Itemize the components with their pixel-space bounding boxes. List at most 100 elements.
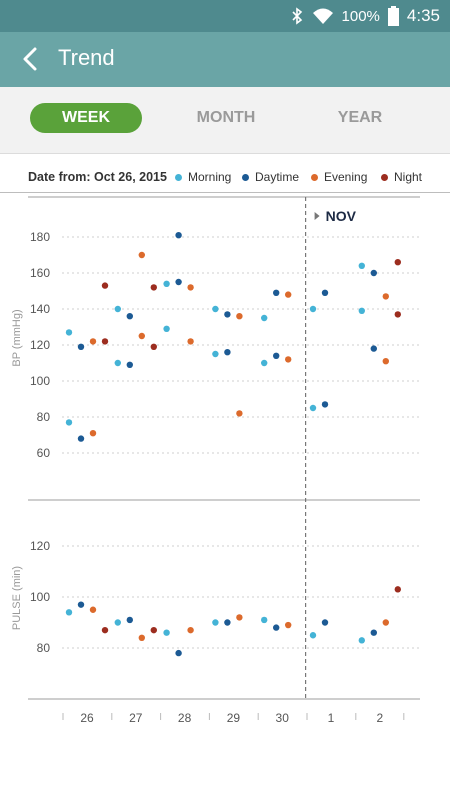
bp-point-morning: [309, 305, 317, 313]
bp-point-morning: [212, 350, 219, 358]
pulse-tick-label: 120: [30, 539, 50, 553]
pulse-point-night: [101, 626, 109, 634]
status-bar: 100% 4:35: [0, 0, 450, 32]
x-tick-label: 28: [178, 711, 192, 725]
bp-point-daytime: [321, 401, 329, 408]
bp-point-morning: [114, 305, 122, 313]
trend-chart[interactable]: 60 80 100 120 140 160 180 80 100 120 BP (mmHg) PULS…: [0, 193, 450, 743]
bp-point-morning: [163, 325, 170, 332]
bp-point-daytime: [321, 289, 329, 296]
bp-point-daytime: [175, 278, 182, 286]
pulse-tick-label: 100: [30, 590, 50, 604]
pulse-point-evening: [89, 606, 97, 613]
bp-point-evening: [89, 430, 97, 437]
x-tick-label: 27: [129, 711, 143, 725]
bp-tick-label: 100: [30, 374, 50, 388]
bp-tick-label: 120: [30, 338, 50, 352]
pulse-point-evening: [236, 614, 243, 621]
bp-point-evening: [89, 338, 97, 345]
bp-point-daytime: [224, 349, 231, 356]
legend-evening-label: Evening: [324, 170, 368, 184]
bp-point-daytime: [273, 289, 280, 296]
x-tick-label: 1: [328, 711, 335, 725]
bp-point-morning: [261, 314, 268, 322]
tab-year[interactable]: YEAR: [337, 109, 383, 126]
app-bar: Trend: [0, 32, 450, 87]
legend-morning: Morning: [175, 170, 231, 184]
legend-daytime-dot: [242, 173, 249, 181]
legend-evening: Evening: [311, 170, 367, 184]
pulse-point-daytime: [224, 619, 231, 626]
x-tick-label: 29: [227, 711, 241, 725]
pulse-point-morning: [163, 629, 170, 636]
pulse-point-night: [150, 626, 157, 634]
date-from-label: Date from: Oct 26, 2015: [28, 170, 167, 184]
legend-row: Date from: Oct 26, 2015 Morning Daytime …: [0, 160, 450, 193]
legend-daytime: Daytime: [242, 170, 299, 184]
bp-point-evening: [138, 332, 145, 340]
x-tick-label: 2: [376, 711, 383, 725]
pulse-point-evening: [138, 634, 145, 641]
bp-tick-label: 140: [30, 302, 50, 316]
bluetooth-icon: [291, 7, 302, 25]
pulse-point-morning: [114, 619, 122, 626]
battery-percent: 100%: [341, 7, 380, 25]
bp-point-daytime: [370, 345, 377, 352]
legend-evening-dot: [311, 173, 318, 181]
bp-point-evening: [138, 251, 145, 259]
bp-point-night: [101, 282, 109, 289]
bp-point-evening: [236, 313, 243, 320]
battery-icon: [387, 6, 399, 26]
bp-point-night: [394, 311, 401, 318]
pulse-point-morning: [358, 637, 365, 644]
clock: 4:35: [406, 6, 440, 25]
bp-point-evening: [285, 291, 292, 298]
bp-axis-label: BP (mmHg): [11, 309, 23, 366]
legend-night-label: Night: [394, 170, 423, 184]
bp-point-daytime: [77, 435, 85, 442]
legend-daytime-label: Daytime: [255, 170, 300, 184]
tab-week[interactable]: WEEK: [30, 103, 142, 133]
bp-point-evening: [236, 410, 243, 417]
month-marker-label: NOV: [326, 208, 357, 224]
bp-point-evening: [285, 356, 292, 363]
bp-point-morning: [65, 329, 73, 336]
bp-point-daytime: [175, 232, 182, 239]
pulse-point-daytime: [321, 619, 329, 626]
bp-point-evening: [382, 293, 389, 300]
pulse-point-daytime: [77, 601, 85, 608]
bp-tick-label: 60: [37, 446, 51, 460]
back-arrow-icon[interactable]: [18, 46, 44, 72]
legend-morning-dot: [175, 173, 182, 181]
month-marker-arrow-icon: [314, 212, 320, 220]
bp-point-daytime: [224, 311, 231, 318]
bp-point-evening: [382, 358, 389, 365]
bp-point-night: [150, 284, 157, 291]
bp-point-morning: [309, 404, 317, 412]
bp-point-daytime: [126, 313, 133, 320]
legend-night: Night: [381, 170, 422, 184]
pulse-point-evening: [285, 621, 292, 629]
bp-point-morning: [212, 305, 219, 313]
bp-point-night: [150, 343, 157, 350]
pulse-tick-label: 80: [37, 641, 51, 655]
pulse-point-daytime: [126, 616, 133, 624]
bp-point-daytime: [370, 269, 377, 277]
bp-tick-label: 80: [37, 410, 51, 424]
wifi-icon: [312, 8, 333, 24]
bp-point-daytime: [273, 352, 280, 359]
bp-point-morning: [358, 307, 365, 314]
pulse-point-daytime: [273, 624, 280, 631]
bp-point-daytime: [126, 361, 133, 368]
pulse-point-daytime: [370, 629, 377, 636]
tab-month[interactable]: MONTH: [196, 109, 256, 126]
legend-morning-label: Morning: [188, 170, 232, 184]
pulse-point-morning: [65, 609, 73, 616]
x-tick-label: 30: [276, 711, 290, 725]
bp-point-evening: [187, 284, 194, 291]
period-tabs: WEEK MONTH YEAR: [0, 87, 450, 154]
bp-point-morning: [65, 419, 73, 426]
pulse-point-evening: [382, 619, 389, 626]
bp-tick-label: 180: [30, 230, 50, 244]
x-tick-label: 26: [80, 711, 94, 725]
